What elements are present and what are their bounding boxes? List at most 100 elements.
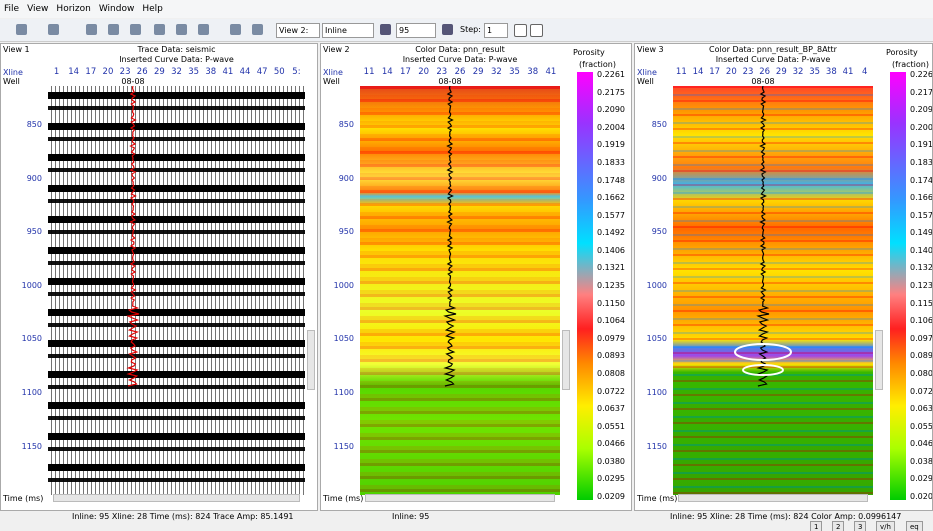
time-tick-label: 950	[652, 227, 667, 236]
time-tick-label: 1000	[334, 281, 354, 290]
well-label: Well	[637, 77, 654, 86]
colorbar-tick-label: 0.1492	[597, 228, 625, 237]
menu-item[interactable]: Help	[142, 4, 163, 14]
view-label: View 1	[3, 45, 30, 54]
save-icon[interactable]	[16, 24, 27, 35]
colorbar-title: Porosity	[573, 48, 605, 57]
time-tick-label: 1150	[334, 442, 354, 451]
footer-button[interactable]: eq	[906, 521, 923, 531]
footer-button[interactable]: 3	[854, 521, 866, 531]
xline-tick-label: 5:	[292, 67, 300, 77]
colorbar-tick-label: 0.1919	[597, 140, 625, 149]
colorbar-tick-label: 0.0637	[597, 404, 625, 413]
xline-tick-label: 29	[473, 67, 484, 77]
view-select[interactable]: View 2:	[276, 23, 320, 38]
h-scrollbar[interactable]	[365, 494, 555, 502]
view-title: Color Data: pnn_result	[415, 45, 505, 54]
prev-button[interactable]	[380, 24, 391, 35]
menu-item[interactable]: File	[4, 4, 19, 14]
time-tick-label: 1000	[22, 281, 42, 290]
p-wave-curve	[128, 86, 139, 386]
colorbar-tick-label: 0.2090	[597, 105, 625, 114]
xline-tick-label: 32	[491, 67, 502, 77]
well-icon[interactable]	[530, 24, 543, 37]
well-name: 08-08	[438, 77, 461, 86]
tool-icon[interactable]	[230, 24, 241, 35]
menu-item[interactable]: View	[27, 4, 48, 14]
xline-tick-label: 17	[85, 67, 96, 77]
colorbar-tick-label: 0.0466	[597, 439, 625, 448]
colorbar-tick-label: 0.1321	[910, 263, 933, 272]
status-text: Inline: 95	[392, 512, 429, 521]
slice-select[interactable]: Inline	[322, 23, 374, 38]
view-icon[interactable]	[48, 24, 59, 35]
xline-tick-label: 4	[862, 67, 867, 77]
footer-button[interactable]: 2	[832, 521, 844, 531]
menu-item[interactable]: Window	[99, 4, 135, 14]
xline-label: Xline	[637, 68, 657, 77]
footer-button[interactable]: 1	[810, 521, 822, 531]
time-tick-label: 900	[652, 174, 667, 183]
zoom-out-icon[interactable]	[130, 24, 141, 35]
colorbar-tick-label: 0.1833	[597, 158, 625, 167]
colorbar-tick-label: 0.0979	[597, 334, 625, 343]
xline-tick-label: 41	[843, 67, 854, 77]
zoom-icon[interactable]	[86, 24, 97, 35]
time-tick-label: 1050	[334, 334, 354, 343]
xline-tick-label: 41	[545, 67, 556, 77]
time-tick-label: 1100	[647, 388, 667, 397]
time-tick-label: 1150	[22, 442, 42, 451]
slice-number[interactable]: 95	[396, 23, 436, 38]
time-tick-label: 1050	[647, 334, 667, 343]
section-plot	[48, 86, 305, 495]
colorbar-tick-label: 0.2175	[597, 88, 625, 97]
colorbar-tick-label: 0.1662	[597, 193, 625, 202]
colorbar-tick-label: 0.0979	[910, 334, 933, 343]
next-button[interactable]	[442, 24, 453, 35]
v-scrollbar[interactable]	[562, 330, 570, 390]
view-label: View 3	[637, 45, 664, 54]
colorbar-tick-label: 0.0380	[597, 457, 625, 466]
footer-button[interactable]: v/h	[876, 521, 895, 531]
zoom-in-icon[interactable]	[108, 24, 119, 35]
colorbar-tick-label: 0.1748	[597, 176, 625, 185]
time-axis-label: Time (ms)	[637, 494, 677, 503]
app-window: File View Horizon Window Help View 2: Inline…	[0, 0, 933, 531]
time-tick-label: 900	[27, 174, 42, 183]
h-scrollbar[interactable]	[678, 494, 868, 502]
time-tick-label: 850	[27, 120, 42, 129]
xline-tick-label: 26	[137, 67, 148, 77]
step-label: Step:	[460, 25, 481, 34]
well-label: Well	[323, 77, 340, 86]
xline-tick-label: 20	[726, 67, 737, 77]
xline-tick-label: 26	[759, 67, 770, 77]
xline-tick-label: 29	[154, 67, 165, 77]
colorbar-tick-label: 0.0209	[910, 492, 933, 501]
time-tick-label: 1050	[22, 334, 42, 343]
colorbar-tick-label: 0.0722	[597, 387, 625, 396]
h-scrollbar[interactable]	[53, 494, 300, 502]
step-value[interactable]: 1	[484, 23, 508, 38]
colorbar-tick-label: 0.0295	[597, 474, 625, 483]
xline-tick-label: 14	[68, 67, 79, 77]
v-scrollbar[interactable]	[307, 330, 315, 390]
checkbox[interactable]	[514, 24, 527, 37]
colorbar-tick-label: 0.0551	[597, 422, 625, 431]
time-tick-label: 950	[339, 227, 354, 236]
menu-item[interactable]: Horizon	[56, 4, 90, 14]
colorbar-tick-label: 0.1662	[910, 193, 933, 202]
toolbar: View 2: Inline 95 Step: 1	[0, 19, 933, 42]
colorbar-tick-label: 0.1321	[597, 263, 625, 272]
colorbar-tick-label: 0.2004	[597, 123, 625, 132]
xline-tick-label: 38	[205, 67, 216, 77]
zoom-x-icon[interactable]	[154, 24, 165, 35]
view-subtitle: Inserted Curve Data: P-wave	[119, 55, 234, 64]
xline-tick-label: 23	[120, 67, 131, 77]
status-text: Inline: 95 Xline: 28 Time (ms): 824 Trac…	[72, 512, 294, 521]
reset-icon[interactable]	[198, 24, 209, 35]
tool-icon[interactable]	[252, 24, 263, 35]
v-scrollbar[interactable]	[875, 330, 883, 390]
colorbar-tick-label: 0.1748	[910, 176, 933, 185]
zoom-y-icon[interactable]	[176, 24, 187, 35]
xline-tick-label: 14	[693, 67, 704, 77]
